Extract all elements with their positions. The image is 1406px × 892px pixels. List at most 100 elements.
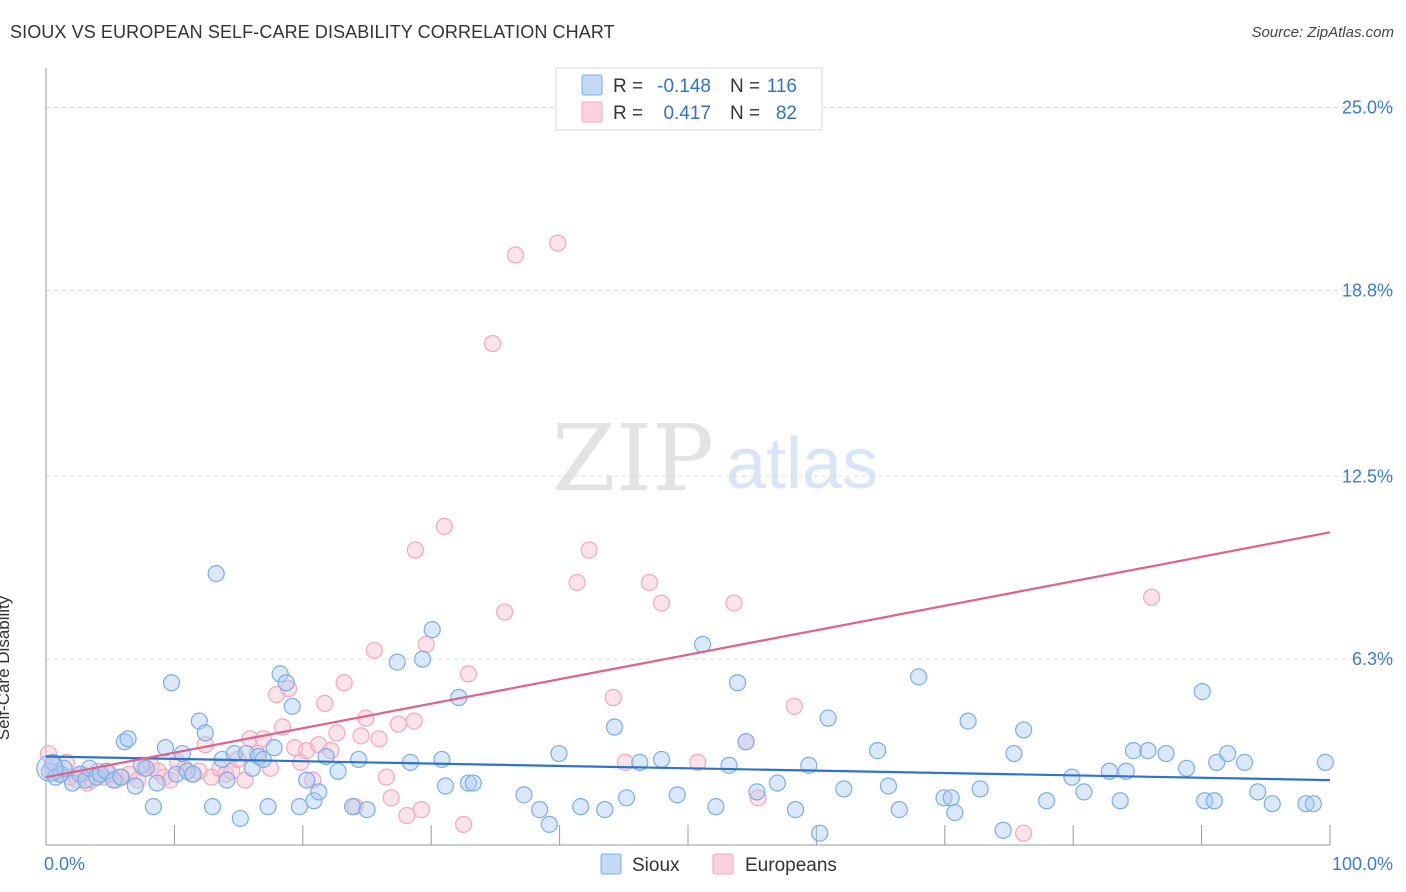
sioux-point	[1219, 744, 1237, 763]
sioux-point	[310, 783, 328, 801]
watermark: ZIP atlas	[552, 405, 878, 512]
sioux-point	[148, 774, 166, 792]
sioux-point	[225, 744, 243, 763]
sioux-point	[464, 774, 482, 792]
sioux-point	[259, 798, 277, 816]
sioux-point	[1015, 721, 1033, 739]
sioux-point	[218, 771, 236, 789]
europeans-point	[568, 573, 586, 592]
sioux-point	[748, 783, 766, 801]
sioux-point	[343, 798, 362, 816]
legend-label-sioux: Sioux	[632, 855, 680, 876]
sioux-point	[203, 798, 222, 816]
sioux-point	[959, 712, 977, 730]
sioux-point	[298, 771, 316, 789]
sioux-point	[1249, 783, 1267, 801]
sioux-point	[156, 739, 175, 757]
europeans-point	[382, 789, 400, 807]
y-tick-label: 18.8%	[1342, 280, 1393, 300]
europeans-point	[652, 594, 671, 612]
sioux-point	[305, 792, 323, 810]
sioux-point	[531, 800, 549, 819]
europeans-point	[459, 665, 478, 683]
sioux-point	[835, 780, 853, 798]
sioux-point	[277, 674, 295, 692]
sioux-point	[868, 741, 887, 760]
sioux-point	[119, 730, 137, 748]
stats-r-label-europeans: R =	[613, 103, 643, 124]
sioux-point	[126, 777, 144, 795]
y-axis-label: Self-Care Disability	[0, 595, 13, 740]
europeans-point	[506, 246, 525, 264]
sioux-point	[196, 724, 214, 742]
europeans-point	[328, 724, 346, 742]
sioux-point	[290, 798, 309, 816]
sioux-point	[707, 798, 725, 816]
sioux-point	[1304, 795, 1322, 813]
europeans-point	[483, 334, 502, 353]
sioux-point	[890, 800, 908, 819]
x-tick-labels: 0.0% 100.0%	[44, 854, 1393, 874]
sioux-point	[652, 750, 671, 769]
europeans-point	[1142, 588, 1161, 606]
stats-swatch-sioux	[581, 74, 603, 96]
stats-r-value-europeans: 0.417	[663, 103, 711, 124]
sioux-point	[935, 789, 953, 807]
sioux-point	[358, 800, 376, 819]
sioux-point	[1111, 792, 1129, 810]
stats-n-label-sioux: N =	[730, 76, 760, 97]
y-tick-label: 25.0%	[1342, 98, 1393, 118]
europeans-point	[405, 712, 423, 730]
europeans-point	[435, 517, 453, 536]
sioux-point	[137, 759, 155, 777]
sioux-point	[423, 621, 441, 639]
sioux-point	[112, 768, 130, 786]
grid	[46, 107, 1395, 660]
sioux-point	[1063, 768, 1081, 786]
sioux-point	[994, 821, 1012, 839]
sioux-point	[207, 564, 225, 583]
sioux-point	[1205, 792, 1223, 810]
europeans-points	[39, 234, 1161, 842]
europeans-point	[455, 815, 473, 833]
sioux-point	[1235, 753, 1254, 772]
sioux-point	[768, 774, 787, 792]
stats-n-label-europeans: N =	[730, 103, 760, 124]
sioux-point	[329, 762, 347, 780]
sioux-point	[720, 756, 738, 774]
sioux-point	[1157, 744, 1175, 763]
europeans-point	[1015, 824, 1033, 842]
legend-swatch-europeans	[712, 853, 734, 875]
sioux-point	[728, 674, 747, 692]
sioux-point	[1297, 795, 1315, 813]
sioux-point	[144, 798, 163, 816]
sioux-point	[942, 789, 960, 807]
watermark-atlas: atlas	[726, 424, 878, 504]
sioux-point	[265, 739, 283, 757]
legend-label-europeans: Europeans	[745, 855, 837, 876]
sioux-point	[1263, 795, 1281, 813]
sioux-point	[971, 780, 989, 798]
sioux-point	[283, 697, 301, 715]
sioux-point	[271, 665, 289, 683]
europeans-point	[389, 715, 408, 733]
sioux-point	[786, 800, 805, 819]
sioux-point	[605, 718, 624, 736]
sioux-point	[433, 750, 451, 769]
chart-title: SIOUX VS EUROPEAN SELF-CARE DISABILITY C…	[10, 22, 615, 42]
sioux-point	[1124, 741, 1143, 760]
sioux-point	[162, 674, 181, 692]
europeans-point	[785, 697, 803, 715]
sioux-point	[459, 774, 478, 792]
sioux-point	[550, 744, 568, 763]
stats-n-value-sioux: 116	[767, 76, 797, 97]
x-tick-label: 100.0%	[1332, 854, 1393, 874]
europeans-point	[417, 635, 435, 654]
stats-n-value-europeans: 82	[776, 103, 797, 124]
europeans-point	[406, 541, 424, 559]
sioux-point	[811, 824, 829, 842]
sioux-point	[388, 653, 406, 671]
sioux-trend-line	[45, 755, 1331, 782]
stats-r-value-sioux: -0.148	[657, 76, 711, 97]
